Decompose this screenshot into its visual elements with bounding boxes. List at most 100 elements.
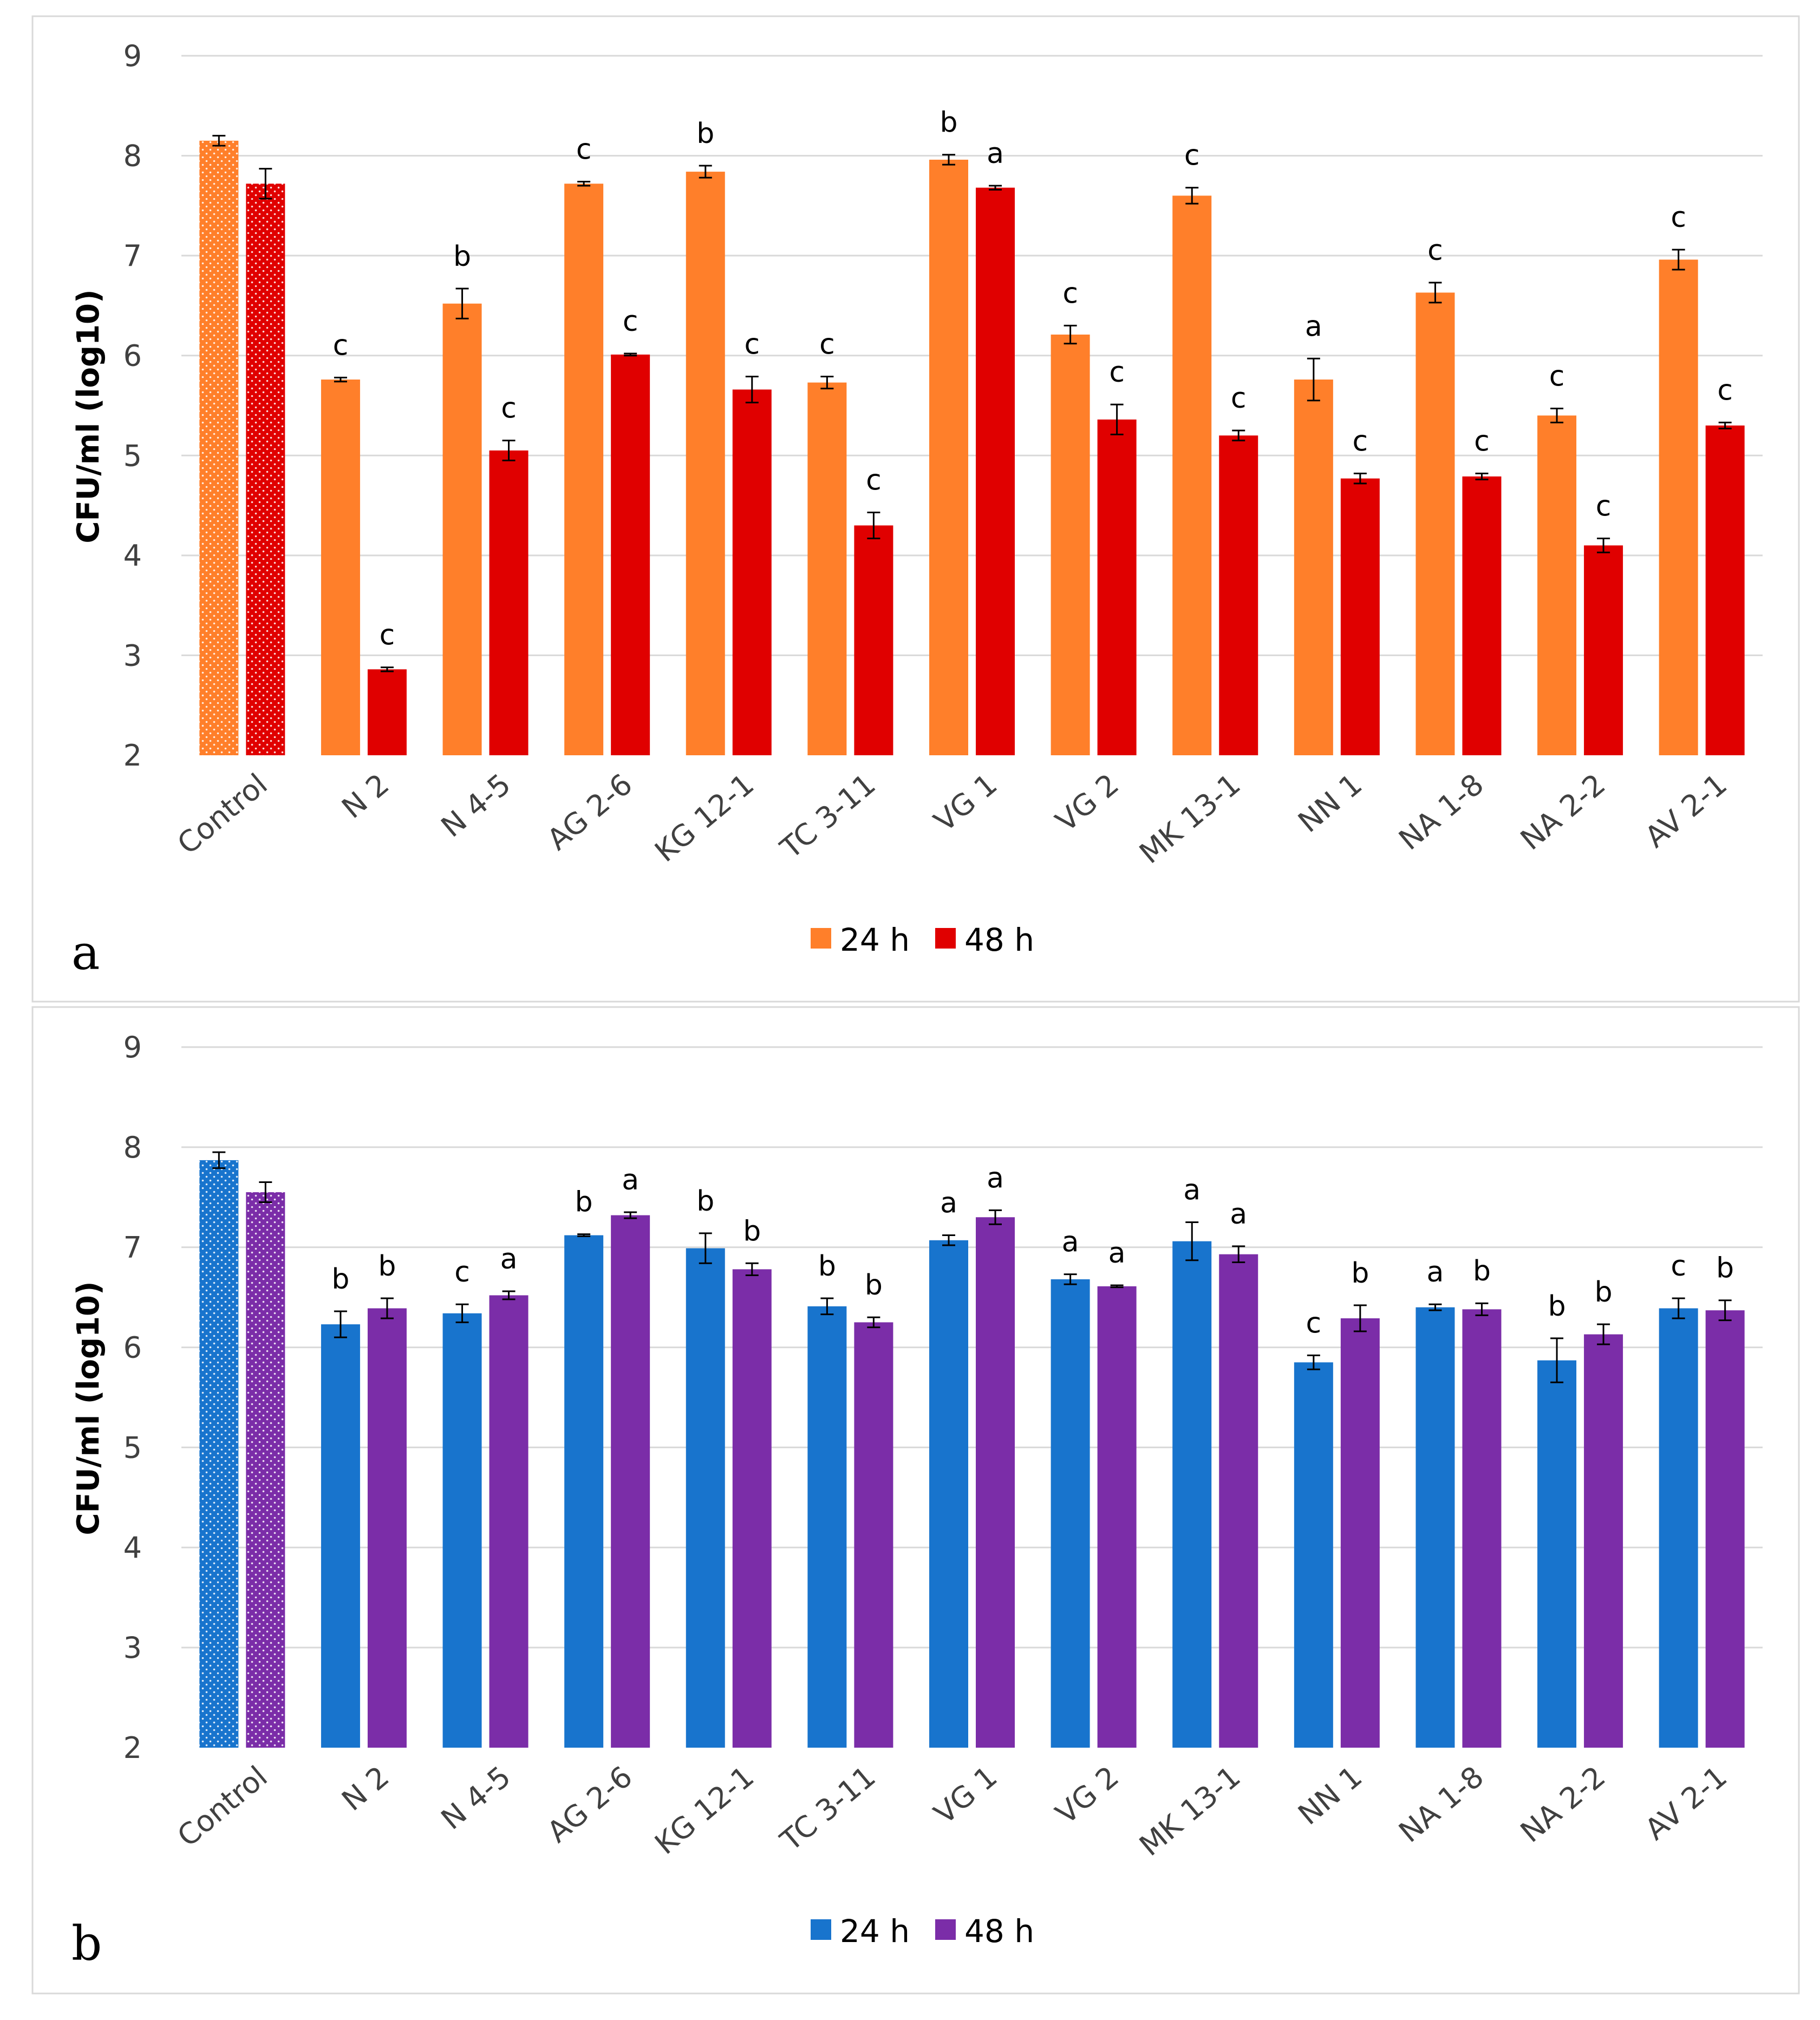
significance-letter: c [1671, 1250, 1686, 1283]
significance-letter: a [1062, 1226, 1079, 1259]
significance-letter: c [501, 393, 517, 425]
significance-letter: a [940, 1187, 957, 1220]
significance-letter: a [1108, 1237, 1126, 1270]
bar [367, 669, 407, 755]
significance-letter: a [1305, 310, 1322, 343]
y-tick-label: 6 [123, 339, 142, 373]
y-axis-title: CFU/ml (log10) [71, 1281, 106, 1535]
bar [489, 450, 529, 755]
bar [1172, 1241, 1212, 1748]
bar [807, 1306, 847, 1748]
bar [1659, 1308, 1698, 1748]
bar [1537, 415, 1577, 755]
y-tick-label: 6 [123, 1331, 142, 1365]
y-tick-label: 5 [123, 1430, 142, 1465]
bar [1051, 1279, 1090, 1748]
y-tick-label: 8 [123, 1130, 142, 1165]
bar [199, 1160, 239, 1748]
bar [564, 184, 604, 755]
legend-label: 24 h [840, 921, 910, 958]
significance-letter: b [1716, 1252, 1734, 1285]
bar [1340, 1318, 1380, 1748]
significance-letter: b [818, 1250, 836, 1283]
y-tick-label: 8 [123, 139, 142, 173]
bar [929, 159, 968, 755]
significance-letter: a [1230, 1198, 1247, 1231]
bar [489, 1295, 529, 1748]
significance-letter: b [453, 240, 471, 273]
significance-letter: c [1427, 234, 1443, 267]
significance-letter: c [744, 328, 760, 361]
bar [1340, 478, 1380, 755]
significance-letter: a [987, 1162, 1004, 1194]
bar [1097, 419, 1137, 755]
significance-letter: a [622, 1164, 639, 1197]
legend: 24 h 48 h [811, 921, 1034, 958]
significance-letter: b [1473, 1255, 1491, 1287]
legend-swatch [935, 1919, 956, 1940]
bar [854, 525, 893, 755]
bar [1415, 292, 1455, 755]
significance-letter: c [1474, 426, 1490, 458]
bar [1705, 425, 1745, 755]
significance-letter: c [1109, 356, 1125, 389]
significance-letter: b [696, 117, 714, 150]
bar [321, 380, 360, 755]
legend: 24 h 48 h [811, 1913, 1034, 1950]
bar [1219, 435, 1258, 755]
bar [611, 354, 650, 755]
bar [854, 1322, 893, 1748]
significance-letter: c [1671, 201, 1686, 234]
significance-letter: b [1351, 1257, 1369, 1290]
bar [1462, 476, 1502, 755]
legend-label: 48 h [964, 1913, 1034, 1950]
significance-letter: c [1596, 490, 1612, 522]
bar [442, 1313, 482, 1748]
legend-swatch [935, 928, 956, 949]
significance-letter: c [1353, 426, 1368, 458]
bar [199, 140, 239, 755]
bar [732, 389, 772, 755]
y-tick-label: 7 [123, 1231, 142, 1265]
bar [321, 1324, 360, 1748]
y-tick-label: 7 [123, 239, 142, 273]
significance-letter: c [623, 305, 638, 338]
bar [442, 303, 482, 755]
significance-letter: a [500, 1243, 518, 1276]
significance-letter: b [865, 1269, 883, 1302]
significance-letter: c [576, 134, 592, 166]
significance-letter: c [1717, 374, 1733, 407]
bar [1537, 1360, 1577, 1748]
bar [246, 1192, 285, 1748]
bar [686, 1248, 725, 1748]
significance-letter: c [380, 619, 395, 652]
bar [929, 1240, 968, 1748]
bar [1584, 545, 1623, 755]
bar [732, 1269, 772, 1748]
significance-letter: c [1062, 277, 1078, 310]
significance-letter: c [333, 329, 349, 362]
significance-letter: c [1549, 361, 1565, 393]
bar [1219, 1254, 1258, 1748]
bar [367, 1308, 407, 1748]
significance-letter: c [866, 464, 882, 496]
bar [1097, 1286, 1137, 1748]
y-tick-label: 3 [123, 1631, 142, 1665]
y-tick-label: 4 [123, 539, 142, 573]
y-tick-label: 2 [123, 738, 142, 773]
y-tick-label: 2 [123, 1731, 142, 1765]
bar [807, 382, 847, 755]
bar [976, 1217, 1015, 1748]
bar [1584, 1334, 1623, 1748]
panel-label: a [71, 925, 100, 980]
bar [1415, 1307, 1455, 1748]
significance-letter: a [1427, 1256, 1444, 1289]
bar [1294, 1362, 1333, 1748]
bar [564, 1235, 604, 1748]
bar [1051, 334, 1090, 755]
significance-letter: c [1231, 382, 1247, 415]
y-tick-label: 3 [123, 638, 142, 672]
significance-letter: c [454, 1256, 470, 1289]
